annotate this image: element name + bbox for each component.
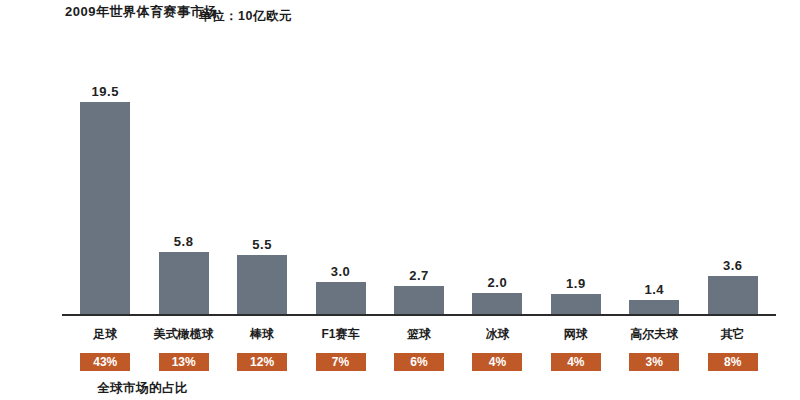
global-share-caption: 全球市场的占比 [97, 380, 188, 397]
bar [237, 255, 287, 315]
bar-value-label: 5.5 [252, 237, 272, 252]
category-label: 网球 [537, 326, 615, 343]
bar-value-label: 19.5 [92, 84, 119, 99]
category-label: 其它 [694, 326, 772, 343]
percent-cell: 4% [537, 353, 615, 371]
category-labels-row: 足球美式橄榄球棒球F1赛车篮球冰球网球高尔夫球其它 [66, 326, 772, 343]
bar [472, 293, 522, 315]
category-label: 篮球 [380, 326, 458, 343]
category-label: 棒球 [223, 326, 301, 343]
bar-value-label: 1.4 [644, 282, 664, 297]
percent-cell: 12% [223, 353, 301, 371]
bar [551, 294, 601, 315]
percent-cell: 3% [615, 353, 693, 371]
bar [629, 300, 679, 315]
percent-badge: 6% [394, 353, 444, 371]
chart-column: 5.5 [223, 82, 301, 315]
bar-value-label: 2.7 [409, 268, 429, 283]
chart-column: 2.0 [458, 82, 536, 315]
percent-cell: 13% [144, 353, 222, 371]
chart-unit-label: 单位：10亿欧元 [199, 8, 292, 25]
percent-badge: 4% [551, 353, 601, 371]
percent-cell: 4% [458, 353, 536, 371]
percent-boxes-row: 43% 13% 12% 7% 6% 4% 4% 3% 8% [66, 353, 772, 371]
bar [708, 276, 758, 315]
bar-value-label: 2.0 [488, 275, 508, 290]
bars-row: 19.5 5.8 5.5 3.0 2.7 2.0 1.9 1.4 3.6 [66, 82, 772, 315]
chart-title: 2009年世界体育赛事市场 [65, 3, 217, 21]
chart-column: 3.0 [301, 82, 379, 315]
percent-cell: 43% [66, 353, 144, 371]
percent-badge: 3% [629, 353, 679, 371]
bar [394, 286, 444, 315]
bar [80, 102, 130, 315]
sports-market-bar-chart: 2009年世界体育赛事市场 单位：10亿欧元 19.5 5.8 5.5 3.0 2.7 2… [0, 0, 800, 400]
category-label: 美式橄榄球 [144, 326, 222, 343]
percent-badge: 12% [237, 353, 287, 371]
bar [316, 282, 366, 315]
chart-column: 19.5 [66, 82, 144, 315]
x-axis-line [62, 314, 776, 316]
percent-cell: 6% [380, 353, 458, 371]
percent-badge: 8% [708, 353, 758, 371]
percent-badge: 4% [472, 353, 522, 371]
bar-value-label: 3.0 [331, 264, 351, 279]
bar-value-label: 1.9 [566, 276, 586, 291]
bar-value-label: 3.6 [723, 258, 743, 273]
chart-column: 5.8 [144, 82, 222, 315]
percent-cell: 8% [694, 353, 772, 371]
chart-column: 3.6 [694, 82, 772, 315]
category-label: 高尔夫球 [615, 326, 693, 343]
category-label: 冰球 [458, 326, 536, 343]
chart-column: 2.7 [380, 82, 458, 315]
bar [159, 252, 209, 315]
chart-column: 1.4 [615, 82, 693, 315]
percent-badge: 13% [159, 353, 209, 371]
percent-badge: 7% [316, 353, 366, 371]
category-label: F1赛车 [301, 326, 379, 343]
percent-cell: 7% [301, 353, 379, 371]
bar-value-label: 5.8 [174, 234, 194, 249]
chart-column: 1.9 [537, 82, 615, 315]
percent-badge: 43% [80, 353, 130, 371]
category-label: 足球 [66, 326, 144, 343]
